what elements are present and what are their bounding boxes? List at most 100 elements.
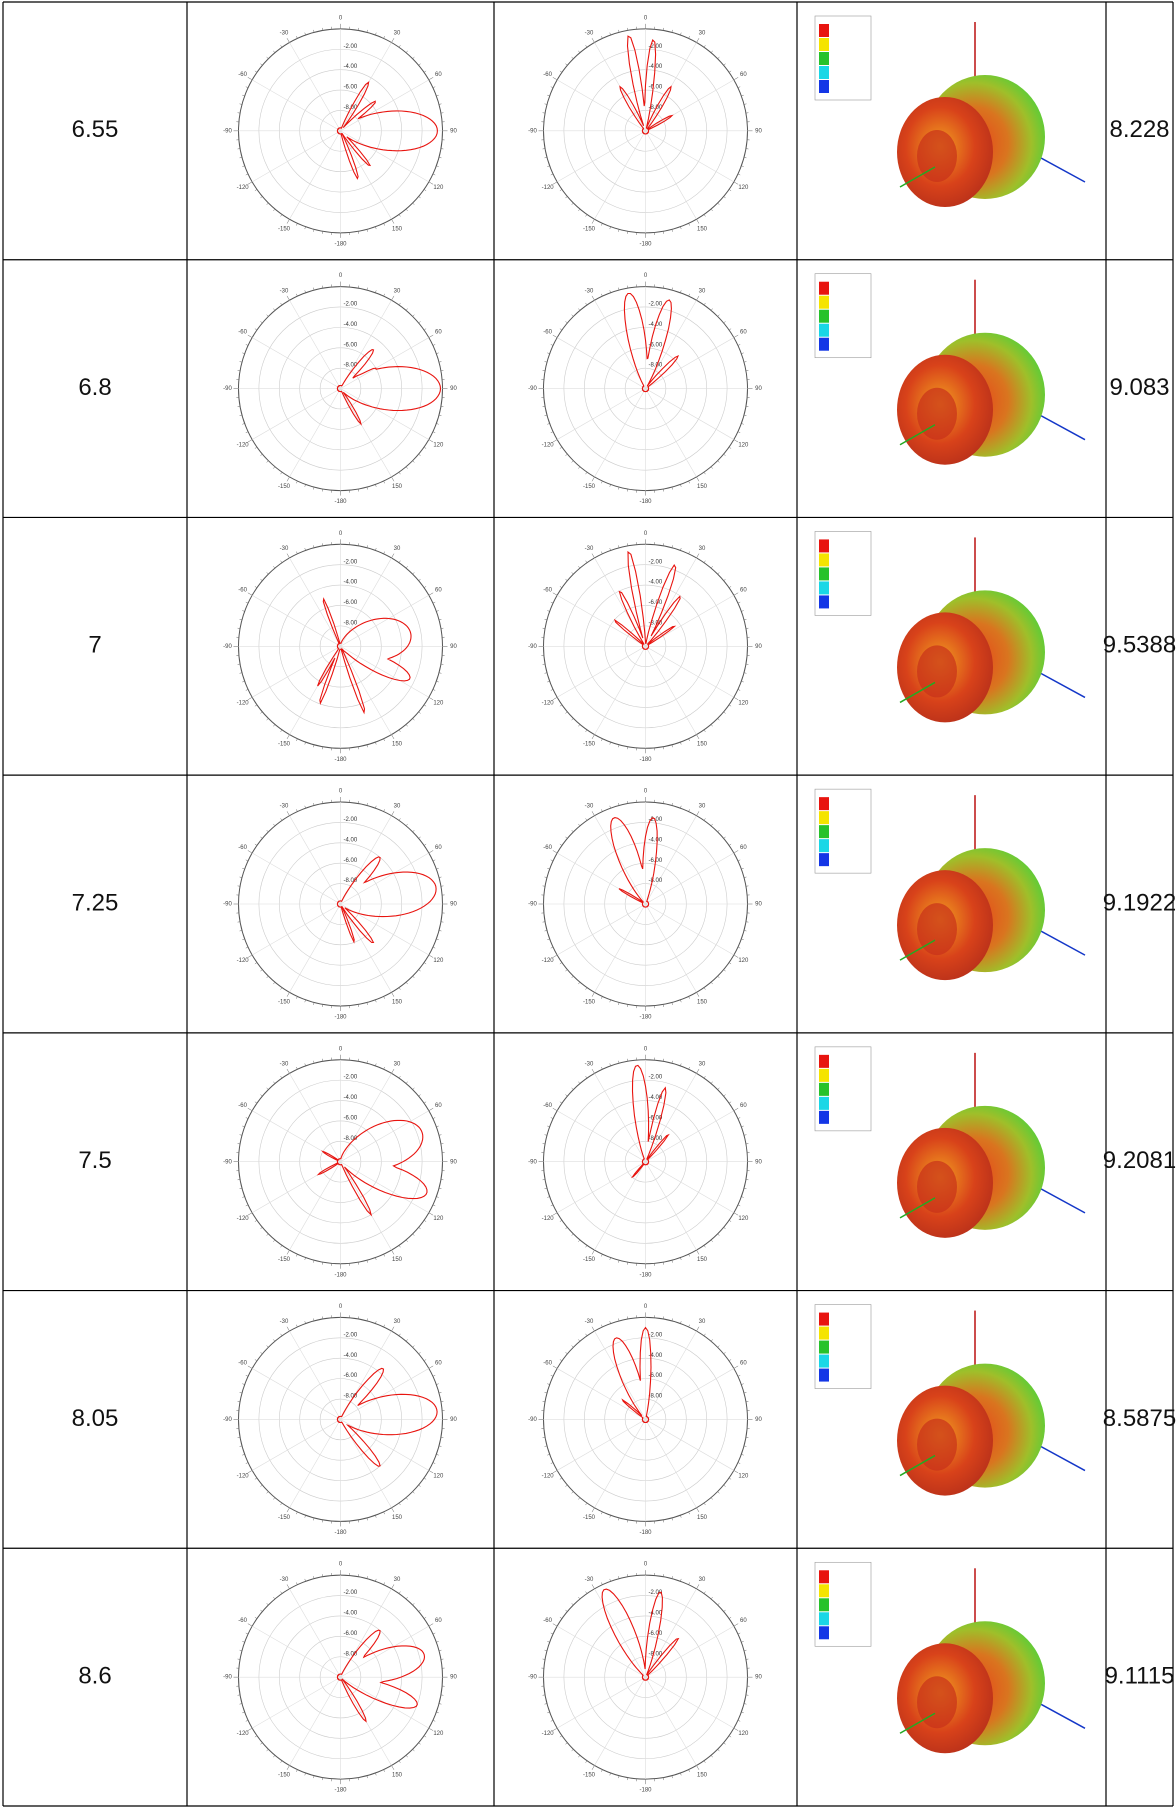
polar-tick xyxy=(255,329,257,330)
polar-tick xyxy=(406,51,408,53)
polar-tick xyxy=(724,1095,726,1097)
polar-tick xyxy=(246,1118,248,1119)
angle-label: 150 xyxy=(392,226,403,232)
polar-tick xyxy=(392,811,395,815)
polar-tick xyxy=(572,1346,574,1348)
polar-tick xyxy=(419,1095,421,1097)
polar-tick xyxy=(287,219,290,223)
legend-swatch xyxy=(819,80,829,93)
frequency: 6.8 xyxy=(78,374,111,401)
polar-tick xyxy=(718,315,720,317)
angle-label: 90 xyxy=(450,644,457,650)
polar-tick xyxy=(572,203,574,205)
angle-label: 30 xyxy=(699,288,706,294)
polar-tick xyxy=(592,1584,595,1588)
polar-tick xyxy=(296,809,297,811)
polar-tick xyxy=(704,1592,705,1594)
polar-tick xyxy=(711,467,713,469)
angle-label: 90 xyxy=(450,1159,457,1165)
angle-label: -150 xyxy=(583,1773,596,1779)
polar-tick xyxy=(246,1375,248,1376)
polar-tick xyxy=(711,724,713,726)
polar-tick xyxy=(689,1512,690,1514)
polar-tick xyxy=(718,57,720,59)
polar-tick xyxy=(433,174,435,175)
radial-label: -4.00 xyxy=(344,1353,358,1359)
radial-label: -4.00 xyxy=(344,1611,358,1617)
polar-tick xyxy=(424,844,426,845)
polar-tick xyxy=(697,1765,700,1769)
legend-swatch xyxy=(819,1097,829,1110)
angle-label: 60 xyxy=(740,330,747,336)
polar-tick xyxy=(724,579,726,581)
polar-tick xyxy=(287,1327,290,1331)
polar-tick xyxy=(384,1512,385,1514)
polar-tick xyxy=(281,214,282,216)
polar-tick xyxy=(399,818,400,820)
polar-tick xyxy=(697,554,700,558)
polar-tick xyxy=(419,970,421,972)
polar-tick xyxy=(424,1736,426,1737)
polar-tick xyxy=(399,45,400,47)
polar-tick xyxy=(551,947,553,948)
table: 6.550306090120150-180-150-120-90-60-30-2… xyxy=(0,0,1176,1809)
polar-tick xyxy=(392,1069,395,1073)
polar-tick xyxy=(565,1352,567,1354)
polar-tick xyxy=(738,947,740,948)
angle-label: -60 xyxy=(543,1618,552,1624)
polar-tick xyxy=(738,174,740,175)
radial-label: -2.00 xyxy=(344,559,358,565)
polar-tick xyxy=(729,1736,731,1737)
polar-tick xyxy=(392,1765,395,1769)
polar-tick xyxy=(689,552,690,554)
polar-tick xyxy=(578,1240,580,1242)
polar-tick xyxy=(399,730,400,732)
polar-tick xyxy=(399,1761,400,1763)
angle-label: 0 xyxy=(644,273,648,279)
legend-swatch xyxy=(819,581,829,594)
polar-tick xyxy=(248,1624,252,1627)
radial-label: -6.00 xyxy=(344,85,358,91)
polar-tick xyxy=(419,712,421,714)
angle-label: -120 xyxy=(237,1731,250,1737)
polar-tick xyxy=(392,296,395,300)
angle-label: -150 xyxy=(278,999,291,1005)
polar-tick xyxy=(718,1603,720,1605)
polar-tick xyxy=(718,572,720,574)
legend-swatch xyxy=(819,1570,829,1583)
angle-label: 150 xyxy=(697,484,708,490)
polar-tick xyxy=(384,739,385,741)
polar-tick xyxy=(406,309,408,311)
legend-swatch xyxy=(819,282,829,295)
polar-tick xyxy=(429,593,433,596)
polar-tick xyxy=(273,724,275,726)
polar-tick xyxy=(248,77,252,80)
polar-tick xyxy=(433,689,435,690)
polar-tick xyxy=(729,844,731,845)
angle-label: 60 xyxy=(435,587,442,593)
polar-tick xyxy=(281,472,282,474)
polar-tick xyxy=(267,203,269,205)
angle-label: -60 xyxy=(238,330,247,336)
radial-label: -2.00 xyxy=(344,1590,358,1596)
polar-tick xyxy=(273,1082,275,1084)
polar-tick xyxy=(433,432,435,433)
polar-tick xyxy=(601,1067,602,1069)
legend-swatch xyxy=(819,853,829,866)
polar-tick xyxy=(433,1720,435,1721)
polar-tick xyxy=(406,824,408,826)
polar-tick xyxy=(553,593,557,596)
angle-label: 90 xyxy=(450,1417,457,1423)
polar-tick xyxy=(711,1240,713,1242)
polar-tick xyxy=(592,1508,595,1512)
polar-tick xyxy=(572,572,574,574)
polar-tick xyxy=(729,71,731,72)
frequency: 7.25 xyxy=(72,889,119,916)
angle-label: -150 xyxy=(583,484,596,490)
polar-tick xyxy=(738,860,740,861)
radial-label: -6.00 xyxy=(344,1631,358,1637)
angle-label: 60 xyxy=(740,1361,747,1367)
angle-label: 150 xyxy=(697,1515,708,1521)
polar-tick xyxy=(424,71,426,72)
polar-tick xyxy=(267,976,269,978)
